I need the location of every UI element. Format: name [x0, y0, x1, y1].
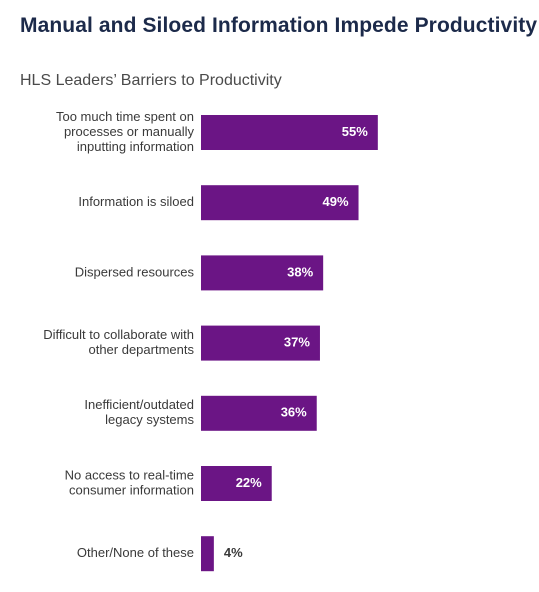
category-label-7: Other/None of these [77, 545, 194, 560]
bar-5 [201, 395, 317, 431]
value-label-1: 55% [342, 124, 368, 139]
value-label-6: 22% [236, 475, 262, 490]
bar-1 [201, 115, 378, 150]
category-label-6: No access to real-time consumer informati… [65, 467, 194, 497]
category-label-4: Difficult to collaborate with other depar… [43, 327, 194, 357]
value-label-3: 38% [287, 264, 313, 279]
category-label-2: Information is siloed [78, 194, 194, 209]
bar-6 [201, 466, 272, 501]
category-label-3: Dispersed resources [75, 264, 195, 279]
category-label-1: Too much time spent on processes or manua… [56, 109, 195, 154]
chart-title: Manual and Siloed Information Impede Pro… [20, 14, 538, 37]
value-label-7: 4% [224, 545, 243, 560]
bar-4 [201, 325, 320, 361]
bar-2 [201, 185, 359, 221]
value-label-2: 49% [323, 194, 349, 209]
value-label-5: 36% [281, 405, 307, 420]
value-label-4: 37% [284, 335, 310, 350]
chart-subtitle: HLS Leaders’ Barriers to Productivity [20, 72, 282, 89]
bar-3 [201, 255, 324, 291]
category-label-5: Inefficient/outdated legacy systems [84, 397, 194, 427]
bar-7 [201, 536, 214, 572]
